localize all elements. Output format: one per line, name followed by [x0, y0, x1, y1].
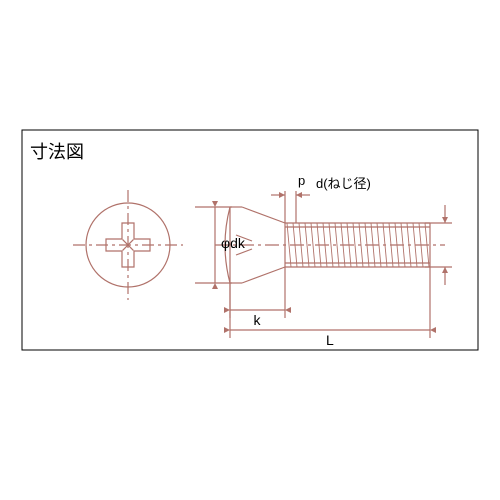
dimensions — [195, 191, 452, 338]
label-k: k — [254, 312, 261, 328]
label-phi-dk: φdk — [221, 235, 245, 251]
diagram-title: 寸法図 — [30, 138, 84, 164]
diagram-svg — [0, 0, 500, 500]
side-view — [215, 207, 445, 283]
front-view — [73, 190, 183, 300]
label-p: p — [298, 173, 305, 188]
label-L: L — [326, 332, 334, 348]
diagram-canvas: 寸法図 φdk k p d(ねじ径) L — [0, 0, 500, 500]
label-d-thread: d(ねじ径) — [316, 173, 371, 192]
